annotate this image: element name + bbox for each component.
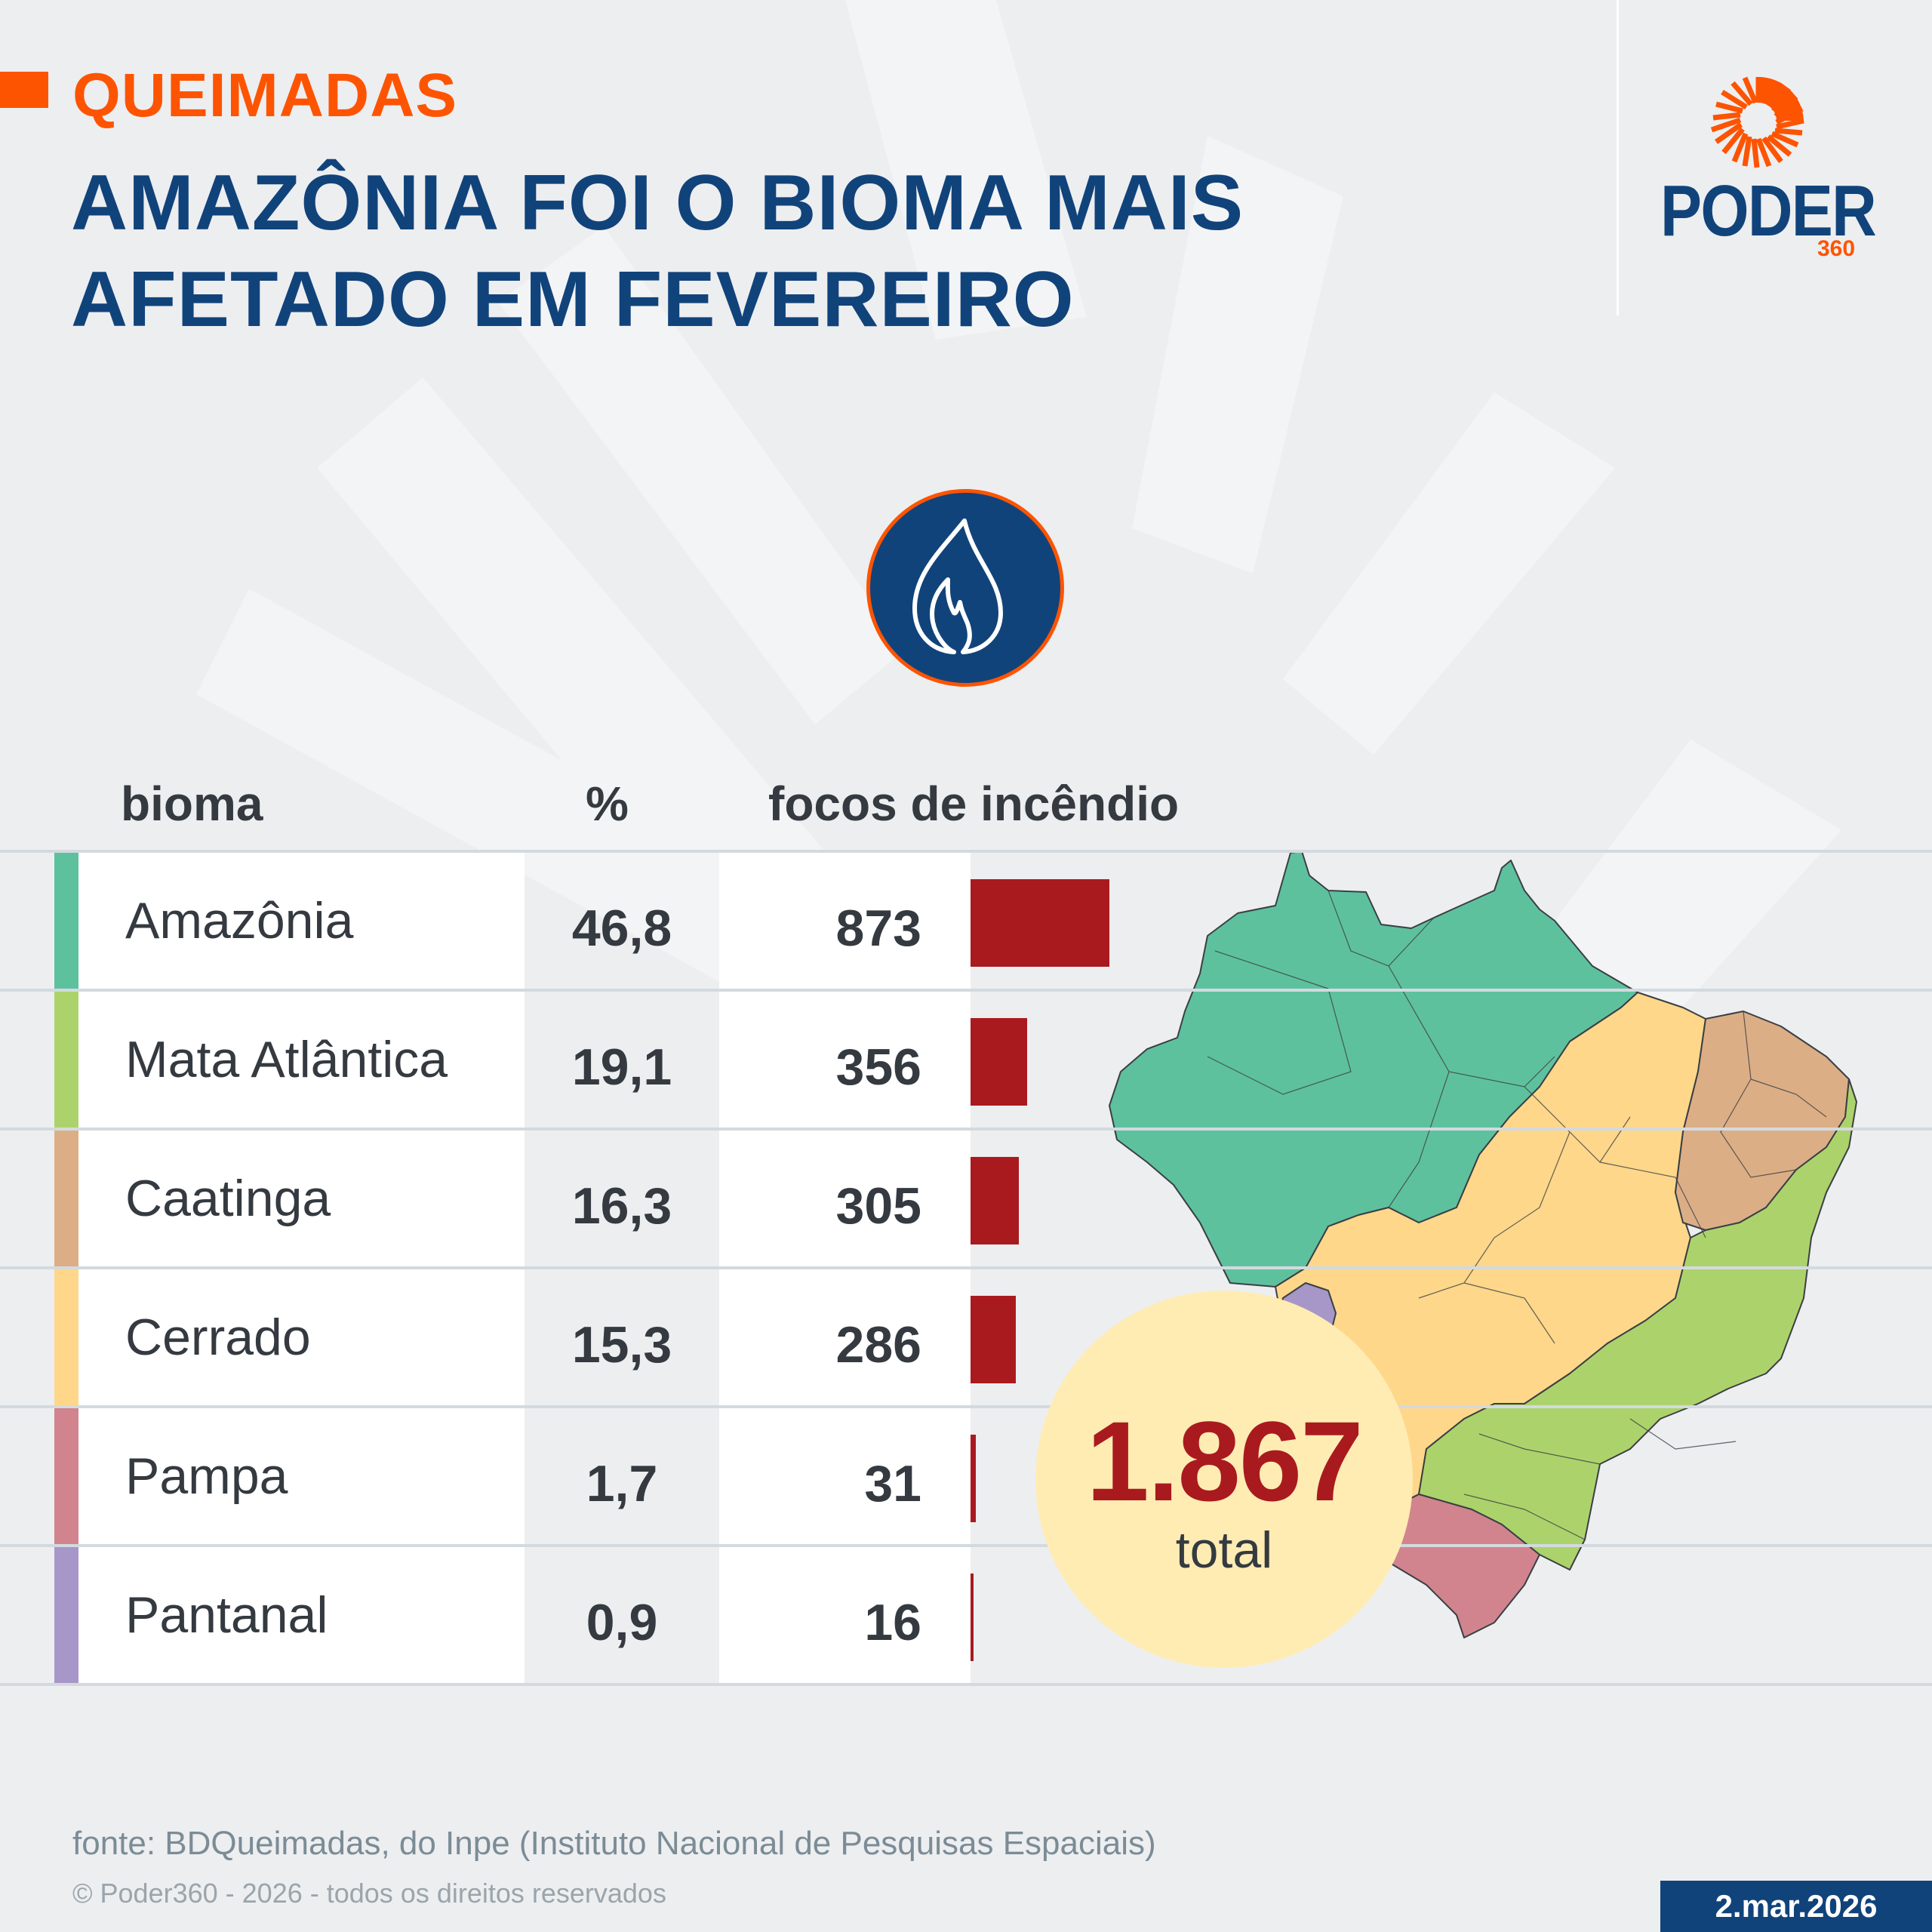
biome-focos: 356 — [835, 1038, 921, 1096]
row-divider — [0, 850, 1932, 853]
biome-name: Mata Atlântica — [125, 1031, 448, 1088]
column-header-percent: % — [586, 777, 629, 831]
row-divider — [0, 1683, 1932, 1686]
copyright-note: © Poder360 - 2026 - todos os direitos re… — [72, 1878, 666, 1909]
header-divider — [1617, 0, 1619, 315]
total-label: total — [1175, 1521, 1273, 1579]
focos-bar — [971, 1296, 1016, 1383]
biome-percent: 15,3 — [571, 1316, 672, 1374]
biome-focos: 31 — [864, 1455, 921, 1512]
biome-focos: 286 — [835, 1316, 921, 1374]
biome-color-swatch — [54, 1269, 78, 1405]
section-kicker: QUEIMADAS — [72, 61, 458, 130]
table-row: Mata Atlântica 19,1 356 — [0, 992, 1027, 1128]
focos-bar — [971, 1435, 976, 1522]
page-title: AMAZÔNIA FOI O BIOMA MAIS AFETADO EM FEV… — [71, 155, 1505, 348]
source-note: fonte: BDQueimadas, do Inpe (Instituto N… — [72, 1825, 1156, 1862]
table-row: Pampa 1,7 31 — [0, 1408, 976, 1544]
title-line-2: AFETADO EM FEVEREIRO — [71, 256, 1075, 343]
biome-percent: 0,9 — [586, 1594, 658, 1651]
biome-focos: 16 — [864, 1594, 921, 1651]
biome-percent: 16,3 — [571, 1177, 672, 1235]
biome-name: Pampa — [125, 1447, 288, 1505]
date-badge: 2.mar.2026 — [1660, 1881, 1932, 1932]
biome-percent: 1,7 — [586, 1455, 658, 1512]
biome-name: Amazônia — [125, 892, 354, 949]
flame-badge — [866, 489, 1064, 687]
table-row: Cerrado 15,3 286 — [0, 1269, 1016, 1405]
table-row: Pantanal 0,9 16 — [0, 1547, 974, 1683]
biome-name: Pantanal — [125, 1586, 328, 1644]
column-header-bioma: bioma — [121, 777, 263, 831]
biome-color-swatch — [54, 1131, 78, 1266]
focos-bar — [971, 879, 1109, 967]
row-divider — [0, 1128, 1932, 1131]
biome-percent: 46,8 — [571, 900, 672, 957]
flame-icon — [912, 518, 1003, 654]
biome-name: Caatinga — [125, 1170, 331, 1227]
total-bubble: 1.867 total — [1035, 1291, 1413, 1668]
biome-focos: 873 — [835, 900, 921, 957]
table-row: Amazônia 46,8 873 — [0, 853, 1109, 989]
total-value: 1.867 — [1086, 1398, 1363, 1524]
kicker-marker — [0, 72, 48, 108]
focos-bar — [971, 1018, 1027, 1106]
biome-focos: 305 — [835, 1177, 921, 1235]
sunburst-icon — [1710, 76, 1804, 168]
poder360-logo: PODER 360 — [1653, 72, 1879, 268]
row-divider — [0, 989, 1932, 992]
biome-name: Cerrado — [125, 1309, 311, 1366]
logo-suffix: 360 — [1817, 236, 1856, 261]
header: QUEIMADAS AMAZÔNIA FOI O BIOMA MAIS AFET… — [0, 0, 1932, 347]
biome-percent: 19,1 — [571, 1038, 672, 1096]
table-row: Caatinga 16,3 305 — [0, 1131, 1019, 1266]
focos-bar — [971, 1157, 1019, 1244]
focos-bar — [971, 1574, 974, 1661]
title-line-1: AMAZÔNIA FOI O BIOMA MAIS — [71, 159, 1244, 247]
column-header-focos: focos de incêndio — [768, 777, 1180, 831]
biome-color-swatch — [54, 992, 78, 1128]
biome-color-swatch — [54, 1547, 78, 1683]
logo-wordmark: PODER — [1660, 171, 1877, 251]
biome-color-swatch — [54, 1408, 78, 1544]
date-text: 2.mar.2026 — [1715, 1888, 1878, 1924]
row-divider — [0, 1405, 1932, 1408]
biome-color-swatch — [54, 853, 78, 989]
row-divider — [0, 1544, 1932, 1547]
row-divider — [0, 1266, 1932, 1269]
